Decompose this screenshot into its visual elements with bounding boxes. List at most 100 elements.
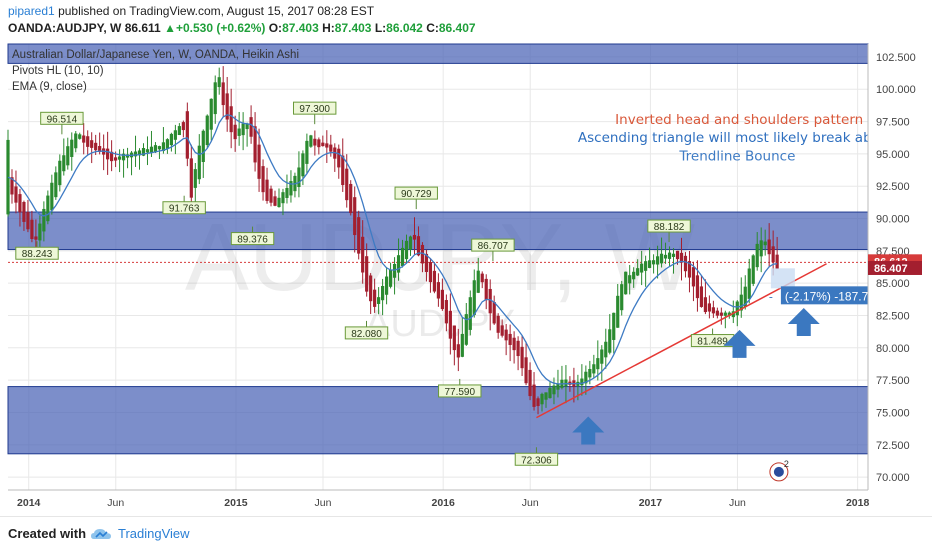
candle-body [10, 177, 14, 195]
tradingview-brand-link[interactable]: TradingView [118, 526, 190, 541]
candle-body [703, 297, 708, 313]
candle-body [185, 111, 189, 159]
study-label: Pivots HL (10, 10) [12, 65, 104, 77]
measure-prefix: - [769, 289, 773, 303]
candle-body [261, 166, 265, 193]
candle-body [472, 280, 476, 316]
y-tick-label: 100.000 [876, 84, 916, 96]
pivot-label-box [438, 384, 482, 398]
candle-body [54, 172, 58, 198]
candle-body [396, 255, 401, 273]
candle-body [620, 284, 624, 311]
candle-body [751, 255, 755, 284]
candle-body [281, 192, 285, 204]
candle-body [58, 160, 62, 186]
pivot-label-box [471, 238, 515, 252]
candle-body [301, 153, 305, 177]
candle-body [133, 151, 138, 157]
candle-body [253, 126, 257, 163]
candle-body [110, 151, 114, 162]
candle-body [317, 139, 321, 148]
candle-body [14, 186, 18, 203]
measure-range [770, 268, 795, 289]
candle-body [400, 247, 405, 267]
candle-body [759, 240, 763, 257]
candle-body [420, 244, 425, 264]
candle-body [241, 123, 245, 136]
event-count: 2 [784, 459, 789, 469]
candle-body [30, 219, 34, 240]
candle-body [556, 384, 560, 390]
candle-body [651, 260, 656, 265]
candle-body [357, 217, 361, 254]
candle-body [145, 149, 150, 153]
pivot-label: 77.590 [444, 387, 475, 398]
price-tag: 86.407 [874, 263, 908, 275]
candle-body [153, 145, 158, 153]
candle-body [508, 333, 512, 345]
trendline [536, 263, 827, 419]
candle-body [26, 212, 30, 230]
price-chart[interactable]: AUDJPY, WAUDJPY88.24396.51491.76389.3769… [0, 40, 932, 516]
y-tick-label: 102.500 [876, 52, 916, 64]
candle-body [711, 307, 715, 314]
pivot-label: 91.763 [169, 204, 200, 215]
y-tick-label: 90.000 [876, 214, 910, 226]
candle-body [106, 148, 110, 160]
candle-body [484, 278, 488, 301]
candle-body [313, 138, 317, 146]
candle-body [468, 297, 472, 330]
candle-body [771, 246, 775, 263]
candle-body [520, 346, 524, 369]
y-tick-label: 70.000 [876, 472, 910, 484]
candle-body [552, 385, 556, 395]
candle-body [616, 295, 620, 328]
candle-body [229, 106, 233, 133]
candle-body [544, 392, 548, 400]
candle-body [289, 181, 293, 196]
pivot-label-box [394, 186, 438, 200]
candle-body [373, 289, 377, 307]
candle-body [325, 143, 329, 148]
price-change: +0.530 (+0.62%) [175, 21, 266, 35]
candle-body [273, 196, 277, 206]
pivot-label: 86.707 [478, 241, 509, 252]
candle-body [257, 144, 261, 179]
candle-body [217, 77, 221, 88]
candle-body [767, 239, 771, 255]
candle-body [305, 140, 309, 164]
annotation-text: Trendline Bounce [678, 148, 795, 164]
candle-body [98, 146, 102, 153]
candle-body [476, 270, 480, 293]
pivot-label: 82.080 [351, 329, 382, 340]
high-label: H: [322, 21, 335, 35]
low-label: L: [374, 21, 387, 35]
x-tick-label: 2017 [639, 497, 663, 509]
candle-body [524, 357, 528, 384]
candle-body [564, 379, 568, 387]
candle-body [731, 311, 735, 318]
candle-body [225, 93, 229, 120]
candle-body [237, 128, 241, 136]
candle-body [464, 314, 468, 345]
candle-body [640, 263, 644, 273]
annotation-text: Ascending triangle will most likely brea… [578, 130, 932, 146]
candle-body [612, 312, 616, 340]
footer: Created with TradingView [0, 516, 932, 551]
candle-body [532, 384, 536, 407]
x-tick-label: Jun [522, 497, 539, 509]
candle-body [608, 329, 612, 353]
candle-body [157, 146, 162, 150]
candle-body [723, 312, 727, 316]
candle-body [113, 157, 118, 161]
candle-body [456, 344, 460, 358]
price-tag-box [868, 260, 922, 275]
pivot-label-box [162, 201, 206, 215]
candle-body [488, 288, 492, 314]
y-tick-label: 82.500 [876, 310, 910, 322]
candle-body [448, 310, 452, 339]
author-link[interactable]: pipared1 [8, 4, 55, 18]
x-tick-label: 2018 [846, 497, 870, 509]
y-tick-label: 97.500 [876, 117, 910, 129]
candle-body [492, 301, 496, 324]
